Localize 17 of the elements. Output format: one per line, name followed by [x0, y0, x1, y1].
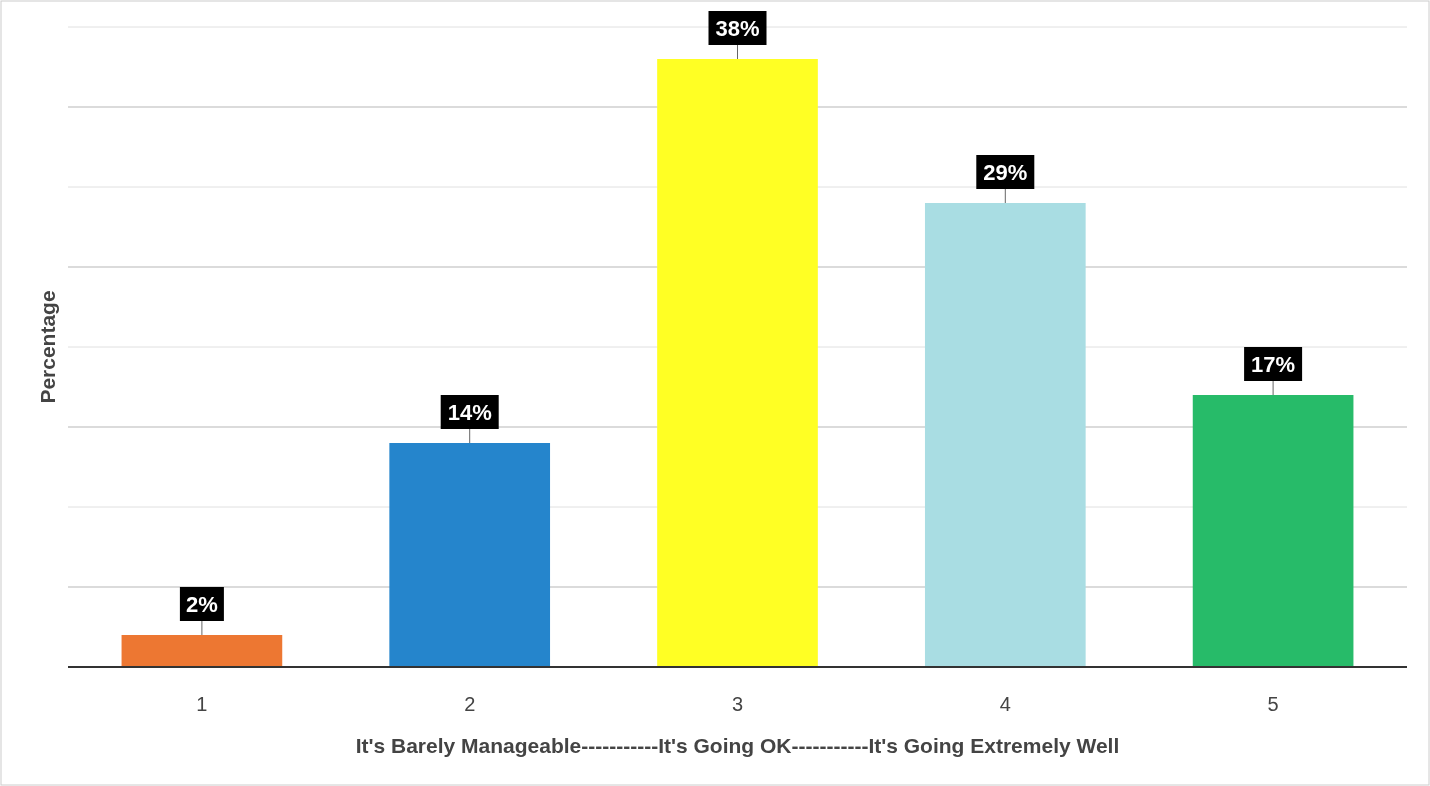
data-label: 29%	[983, 159, 1028, 185]
bar	[657, 59, 818, 667]
bar	[389, 443, 551, 667]
data-label: 14%	[447, 399, 492, 425]
bar	[924, 203, 1086, 667]
y-axis-title: Percentage	[36, 290, 59, 404]
x-tick-label: 2	[464, 693, 476, 715]
bar	[121, 635, 283, 667]
data-label: 17%	[1251, 351, 1296, 377]
data-label: 2%	[186, 591, 218, 617]
x-axis-title: It's Barely Manageable-----------It's Going OK-----------It's Going Extremely Well	[355, 734, 1120, 757]
x-tick-label: 5	[1267, 693, 1279, 715]
data-label: 38%	[715, 15, 760, 41]
bar	[1192, 395, 1354, 667]
x-tick-label: 4	[999, 693, 1011, 715]
x-tick-label: 1	[196, 693, 208, 715]
x-tick-label: 3	[731, 693, 744, 715]
